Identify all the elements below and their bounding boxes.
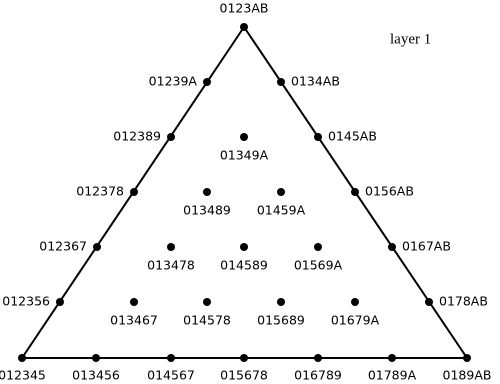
node xyxy=(240,23,248,31)
node-label: 01349A xyxy=(220,148,269,163)
node-label: 014578 xyxy=(183,313,231,328)
node-label: 012356 xyxy=(2,294,50,309)
node xyxy=(277,298,285,306)
node xyxy=(314,133,322,141)
node-label: 012367 xyxy=(39,239,87,254)
node-label: 0156AB xyxy=(365,184,414,199)
layer-label: layer 1 xyxy=(390,31,431,47)
node-label: 012389 xyxy=(113,129,161,144)
node-label: 0189AB xyxy=(443,368,492,383)
node xyxy=(240,133,248,141)
node xyxy=(93,243,101,251)
node-label: 0178AB xyxy=(439,294,488,309)
node-label: 013478 xyxy=(147,258,195,273)
node xyxy=(463,354,471,362)
node-label: 01239A xyxy=(149,74,198,89)
node xyxy=(240,354,248,362)
node-label: 01569A xyxy=(294,258,343,273)
node xyxy=(388,243,396,251)
node xyxy=(314,354,322,362)
node-label: 0134AB xyxy=(291,74,340,89)
node xyxy=(167,243,175,251)
node xyxy=(167,133,175,141)
node xyxy=(277,78,285,86)
node xyxy=(351,298,359,306)
node-label: 01459A xyxy=(257,203,306,218)
node xyxy=(277,188,285,196)
node-label: 0167AB xyxy=(402,239,451,254)
node xyxy=(130,298,138,306)
node xyxy=(130,188,138,196)
node-label: 0123AB xyxy=(220,1,269,16)
node xyxy=(56,298,64,306)
node xyxy=(92,354,100,362)
node-label: 014589 xyxy=(220,258,268,273)
node xyxy=(314,243,322,251)
node xyxy=(425,298,433,306)
node xyxy=(167,354,175,362)
node-label: 014567 xyxy=(147,368,195,383)
node-label: 015678 xyxy=(220,368,268,383)
node-label: 012378 xyxy=(76,184,124,199)
node xyxy=(388,354,396,362)
node xyxy=(203,298,211,306)
node-label: 016789 xyxy=(294,368,342,383)
node xyxy=(203,188,211,196)
node xyxy=(240,243,248,251)
node xyxy=(203,78,211,86)
node-label: 015689 xyxy=(257,313,305,328)
node xyxy=(351,188,359,196)
node-label: 013456 xyxy=(72,368,120,383)
node-label: 01789A xyxy=(368,368,417,383)
node-label: 0145AB xyxy=(328,129,377,144)
node-label: 012345 xyxy=(0,368,46,383)
node-label: 013467 xyxy=(110,313,158,328)
node xyxy=(18,354,26,362)
node-label: 013489 xyxy=(183,203,231,218)
node-label: 01679A xyxy=(331,313,380,328)
